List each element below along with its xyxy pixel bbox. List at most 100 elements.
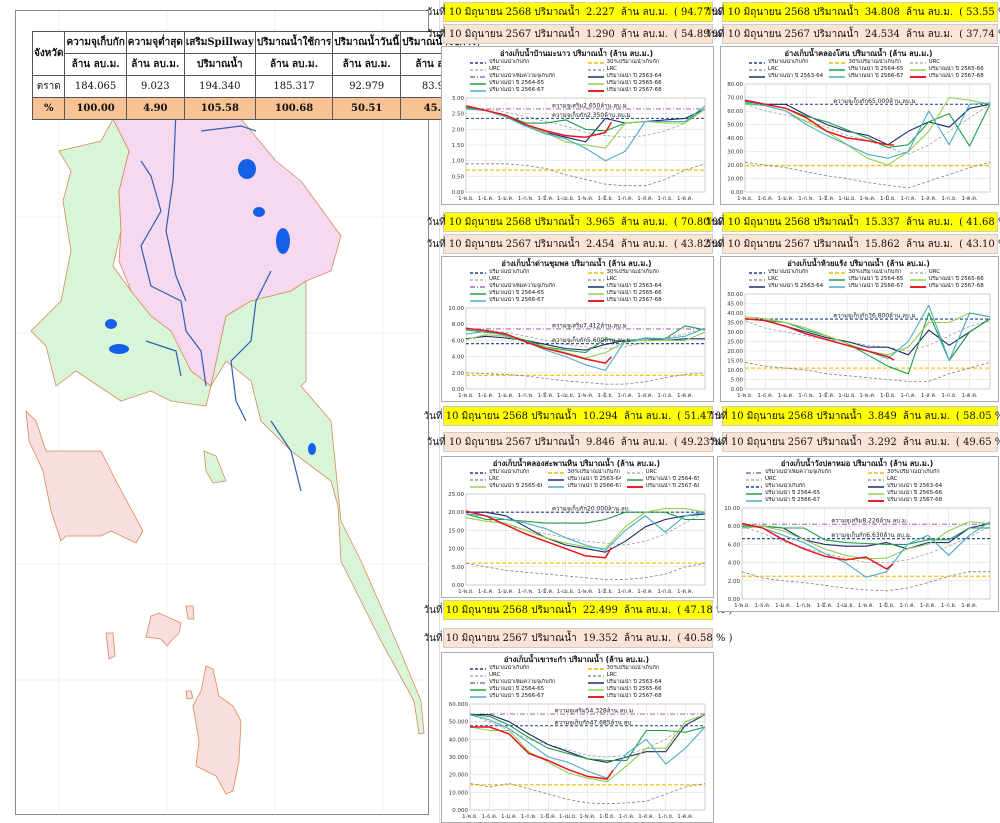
legend-swatch-extra — [470, 285, 486, 288]
plot-area-border — [465, 493, 706, 586]
legend-entry: 30%ปริมาณน้ำเก็บกัก — [868, 469, 984, 476]
y-tick-label: 60.00 — [727, 109, 743, 115]
banner-date-label: วันที่ 10 มิถุนายน 2568 ปริมาณน้ำ — [426, 216, 581, 228]
x-tick-label: 1-พ.ย. — [737, 196, 753, 202]
legend-label: 30%ปริมาณน้ำเก็บกัก — [606, 665, 660, 671]
chart-legend: ปริมาณน้ำเก็บกัก 30%ปริมาณน้ำเก็บกัก URC LR… — [444, 269, 709, 305]
legend-swatch-s2564 — [829, 68, 846, 71]
legend-swatch-cap — [470, 471, 486, 474]
x-tick-label: 1-พ.ค. — [858, 603, 875, 609]
reservoir-volume-chart: อ่างเก็บน้ำเขาระกำ ปริมาณน้ำ (ล้าน ลบ.ม.… — [441, 652, 714, 823]
table-percent-row: % 100.00 4.90 105.58 100.68 50.51 45.61 — [31, 97, 479, 120]
banner-date-label: วันที่ 10 มิถุนายน 2567 ปริมาณน้ำ — [705, 238, 859, 250]
legend-entry: ปริมาณน้ำ ปี 2565-66 — [868, 490, 984, 497]
legend-entry: ปริมาณน้ำเพิ่มความจุเก็บกัก — [470, 73, 582, 80]
legend-entry: URC — [470, 276, 582, 283]
legend-label: ปริมาณน้ำ ปี 2565-66 — [887, 490, 943, 496]
legend-swatch-s2565 — [909, 68, 926, 71]
legend-entry: 30%ปริมาณน้ำเก็บกัก — [829, 269, 903, 276]
series-line-s2567 — [465, 105, 613, 138]
y-tick-label: 70.00 — [727, 96, 743, 102]
legend-entry: ปริมาณน้ำ ปี 2565-66 — [587, 80, 700, 87]
x-tick-label: 1-ก.ค. — [617, 589, 633, 595]
banner-date-label: วันที่ 10 มิถุนายน 2568 ปริมาณน้ำ — [705, 216, 859, 228]
banner-percent: ( 43.82 % ) — [673, 238, 730, 250]
chart-legend: ปริมาณน้ำเก็บกัก 30%ปริมาณน้ำเก็บกัก URC LR… — [444, 665, 709, 701]
x-tick-label: 1-ก.พ. — [518, 196, 534, 202]
legend-swatch-extra — [470, 681, 486, 684]
x-tick-label: 1-มี.ค. — [819, 195, 836, 202]
legend-swatch-cap — [470, 667, 486, 670]
legend-label: ปริมาณน้ำ ปี 2566-67 — [848, 283, 904, 289]
banner-percent: ( 49.65 % ) — [955, 436, 1000, 448]
legend-label: ปริมาณน้ำ ปี 2566-67 — [489, 87, 545, 93]
legend-swatch-p30 — [587, 61, 604, 64]
series-line-s2567 — [465, 327, 612, 364]
x-tick-label: 1-เม.ย. — [557, 393, 575, 399]
x-tick-label: 1-ธ.ค. — [478, 392, 494, 399]
legend-entry: ปริมาณน้ำ ปี 2566-67 — [829, 283, 903, 290]
legend-label: URC — [489, 276, 501, 282]
legend-label: ปริมาณน้ำ ปี 2563-64 — [768, 283, 824, 289]
legend-label: ปริมาณน้ำ ปี 2567-68 — [606, 693, 662, 699]
x-tick-label: 1-ต.ค. — [961, 196, 977, 202]
legend-entry: ปริมาณน้ำเก็บกัก — [470, 59, 582, 66]
lrc-curve — [469, 783, 706, 805]
table-unit-row: ล้าน ลบ.ม. ล้าน ลบ.ม. ปริมาณน้ำ ล้าน ลบ.… — [33, 53, 479, 76]
legend-label: 30%ปริมาณน้ำเก็บกัก — [567, 469, 621, 475]
x-tick-label: 1-ก.ย. — [657, 393, 673, 399]
legend-label: ปริมาณน้ำ ปี 2567-68 — [606, 87, 662, 93]
map-rivers — [140, 110, 302, 492]
y-tick-label: 4.00 — [452, 355, 465, 361]
chart-plot: 0.000 10.000 20.000 30.000 40.000 50.000 60.00… — [449, 702, 706, 820]
y-tick-label: 0.00 — [452, 583, 465, 589]
series-line-s2566 — [744, 102, 991, 159]
legend-swatch-s2563 — [587, 285, 604, 288]
x-tick-label: 1-มี.ค. — [817, 602, 834, 609]
x-tick-label: 1-ม.ค. — [775, 603, 792, 609]
map-region-green-east — [210, 280, 425, 735]
legend-label: URC — [489, 672, 501, 678]
y-tick-label: 80.00 — [727, 82, 743, 88]
legend-swatch-p30 — [829, 271, 846, 274]
legend-swatch-s2567 — [587, 89, 604, 92]
capacity-annotation: ความจุเสริม7.412ล้าน.ลบ.ม — [552, 322, 627, 329]
legend-label: 30%ปริมาณน้ำเก็บกัก — [887, 469, 940, 475]
x-tick-label: 1-ก.พ. — [798, 196, 814, 202]
legend-label: ปริมาณน้ำ ปี 2564-65 — [645, 476, 699, 482]
y-tick-label: 10.00 — [727, 368, 743, 374]
x-tick-label: 1-ธ.ค. — [757, 195, 773, 202]
map-reservoirs — [105, 159, 316, 455]
legend-swatch-urc — [470, 674, 486, 677]
x-tick-label: 1-พ.ย. — [734, 603, 750, 609]
legend-swatch-cap — [746, 485, 762, 488]
legend-entry: ปริมาณน้ำ ปี 2567-68 — [909, 283, 984, 290]
x-tick-label: 1-พ.ย. — [737, 393, 753, 399]
legend-swatch-p30 — [587, 271, 604, 274]
x-tick-label: 1-มี.ค. — [538, 392, 555, 399]
series-line-s2566 — [741, 521, 991, 578]
legend-label: ปริมาณน้ำเก็บกัก — [489, 469, 530, 475]
x-tick-label: 1-ต.ค. — [677, 589, 693, 595]
current-year-volume-banner: วันที่ 10 มิถุนายน 2568 ปริมาณน้ำ 3.965 ล้… — [427, 212, 729, 232]
chart-title: อ่างเก็บน้ำเขาระกำ ปริมาณน้ำ (ล้าน ลบ.ม.… — [503, 655, 650, 664]
x-tick-label: 1-มิ.ย. — [880, 392, 896, 399]
chart-plot: 0.00 5.00 10.00 15.00 20.00 25.00 30.00 35.00 40… — [727, 292, 991, 399]
banner-volume-value: 24.534 — [864, 28, 900, 40]
x-tick-label: 1-มิ.ย. — [597, 195, 613, 202]
legend-entry: LRC — [587, 672, 700, 679]
y-tick-label: 20.00 — [727, 349, 743, 355]
x-tick-label: 1-พ.ค. — [859, 393, 876, 399]
legend-label: ปริมาณน้ำ ปี 2564-65 — [765, 490, 821, 496]
legend-entry: LRC — [587, 66, 700, 73]
y-tick-label: 1.00 — [452, 159, 465, 165]
urc-curve — [744, 103, 991, 155]
series-line-s2563 — [466, 511, 706, 553]
legend-swatch-s2563 — [868, 485, 884, 488]
y-tick-label: 2.00 — [452, 371, 465, 377]
x-tick-label: 1-พ.ย. — [458, 393, 474, 399]
series-line-s2565 — [465, 508, 706, 550]
legend-swatch-p30 — [829, 61, 846, 64]
lrc-curve — [741, 571, 990, 592]
y-tick-label: 30.000 — [449, 755, 469, 761]
